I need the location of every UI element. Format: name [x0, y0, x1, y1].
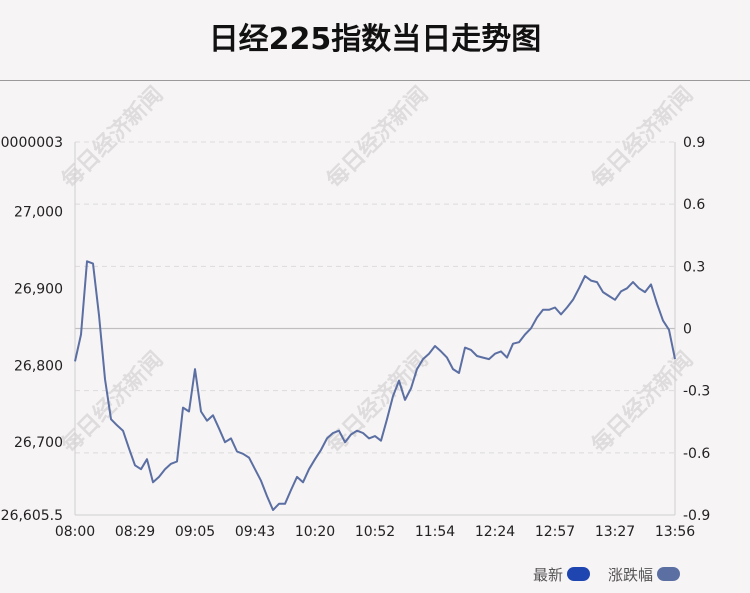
y-right-tick-label: 0	[683, 322, 692, 338]
x-tick-label: 13:27	[595, 524, 635, 540]
legend-item-change[interactable]: 涨跌幅	[608, 563, 681, 585]
x-tick-label: 08:29	[115, 524, 155, 540]
x-tick-label: 12:57	[535, 524, 575, 540]
y-left-tick-label: 26,700	[14, 435, 63, 451]
y-right-tick-label: -0.9	[683, 508, 710, 524]
x-tick-label: 12:24	[475, 524, 515, 540]
y-right-tick-label: 0.9	[683, 135, 705, 151]
x-tick-label: 10:52	[355, 524, 395, 540]
y-right-tick-label: -0.3	[683, 384, 710, 400]
y-left-tick-label: 26,900	[14, 281, 63, 297]
y-right-tick-label: 0.3	[683, 259, 705, 275]
y-left-tick-label: 27,000	[14, 204, 63, 220]
x-tick-label: 09:43	[235, 524, 275, 540]
legend-swatch-change	[657, 567, 681, 581]
x-tick-label: 11:54	[415, 524, 455, 540]
y-left-tick-label: 26,800	[14, 358, 63, 374]
legend-label-change: 涨跌幅	[608, 565, 654, 584]
legend-swatch-latest	[567, 567, 591, 581]
y-right-tick-label: -0.6	[683, 446, 710, 462]
x-tick-label: 10:20	[295, 524, 335, 540]
title-separator	[0, 80, 750, 81]
y-left-tick-label: 0000003	[1, 135, 63, 151]
x-tick-label: 09:05	[175, 524, 215, 540]
legend-item-latest[interactable]: 最新	[533, 563, 591, 585]
y-left-tick-label: 26,605.5	[1, 508, 63, 524]
chart-title: 日经225指数当日走势图	[208, 22, 542, 57]
series-line-latest	[74, 260, 676, 511]
x-tick-label: 13:56	[655, 524, 695, 540]
legend-label-latest: 最新	[533, 565, 564, 584]
y-right-tick-label: 0.6	[683, 197, 705, 213]
x-tick-label: 08:00	[55, 524, 95, 540]
